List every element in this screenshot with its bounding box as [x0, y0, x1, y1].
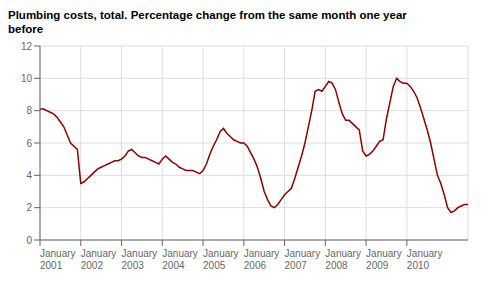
- svg-text:January2002: January2002: [81, 248, 117, 271]
- html-text:before: before: [8, 23, 44, 35]
- svg-text:January2003: January2003: [122, 248, 158, 271]
- svg-text:January2007: January2007: [285, 248, 321, 271]
- html-text:Plumbing costs, total. Percent: Plumbing costs, total. Percentage change…: [8, 9, 407, 21]
- svg-text:January2001: January2001: [40, 248, 76, 271]
- svg-text:4: 4: [26, 170, 32, 181]
- svg-text:10: 10: [21, 73, 33, 84]
- svg-text:January2010: January2010: [407, 248, 443, 271]
- svg-text:0: 0: [26, 235, 32, 246]
- svg-text:6: 6: [26, 138, 32, 149]
- svg-text:8: 8: [26, 105, 32, 116]
- svg-text:January2004: January2004: [162, 248, 198, 271]
- svg-text:January2005: January2005: [203, 248, 239, 271]
- svg-text:January2008: January2008: [325, 248, 361, 271]
- svg-text:12: 12: [21, 41, 33, 52]
- svg-text:January2006: January2006: [244, 248, 280, 271]
- svg-text:2: 2: [26, 202, 32, 213]
- svg-text:January2009: January2009: [366, 248, 402, 271]
